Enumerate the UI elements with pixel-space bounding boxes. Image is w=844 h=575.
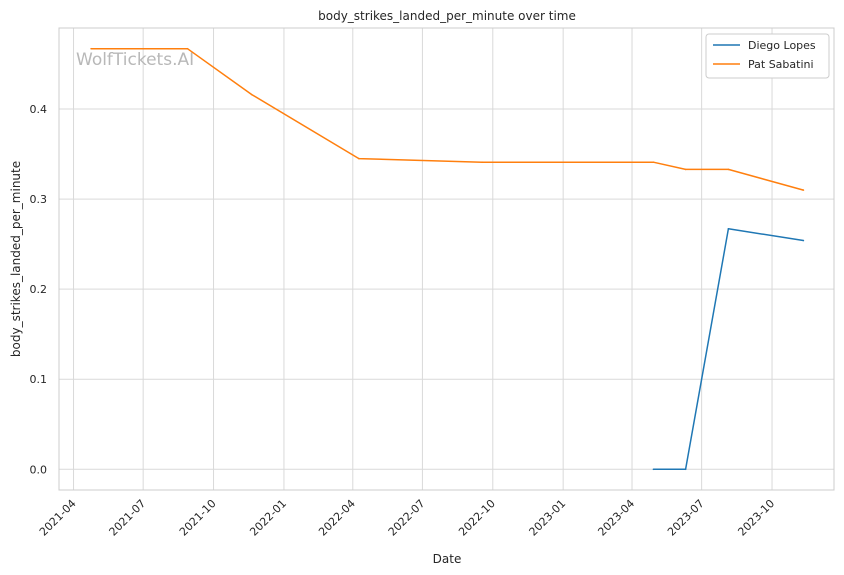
- data-point-pat-sabatini: [802, 189, 805, 191]
- y-tick-label: 0.3: [30, 193, 48, 206]
- x-tick-label: 2022-10: [456, 497, 498, 539]
- x-tick-label: 2022-07: [386, 497, 428, 539]
- data-point-pat-sabatini: [481, 161, 483, 163]
- legend-label-diego-lopes: Diego Lopes: [748, 39, 816, 52]
- data-point-pat-sabatini: [186, 47, 189, 50]
- data-point-pat-sabatini: [652, 161, 655, 163]
- legend: Diego Lopes Pat Sabatini: [705, 33, 830, 79]
- x-tick-label: 2023-01: [527, 497, 569, 539]
- y-axis-label: body_strikes_landed_per_minute: [9, 161, 23, 357]
- x-tick-label: 2023-10: [735, 497, 777, 539]
- x-tick-label: 2023-04: [595, 497, 637, 539]
- x-tick-label: 2022-01: [247, 497, 289, 539]
- data-point-pat-sabatini: [250, 93, 253, 96]
- x-tick-label: 2021-07: [107, 497, 149, 539]
- data-point-pat-sabatini: [90, 47, 92, 50]
- plot-area-border: [58, 27, 835, 491]
- watermark: WolfTickets.AI: [76, 50, 194, 70]
- series-line-diego-lopes: [653, 228, 804, 471]
- x-tick-label: 2021-10: [177, 497, 219, 539]
- series-line-pat-sabatini: [91, 47, 804, 191]
- data-point-diego-lopes: [652, 468, 655, 471]
- y-axis-ticks: 0.0 0.1 0.2 0.3 0.4: [30, 103, 48, 476]
- data-point-pat-sabatini: [727, 168, 730, 171]
- x-tick-label: 2023-07: [665, 497, 707, 539]
- data-point-diego-lopes: [727, 228, 730, 230]
- y-tick-label: 0.2: [30, 283, 48, 296]
- x-tick-label: 2021-04: [37, 497, 79, 539]
- data-point-pat-sabatini: [684, 168, 687, 171]
- chart-title: body_strikes_landed_per_minute over time: [318, 9, 576, 23]
- data-point-pat-sabatini: [358, 157, 360, 160]
- legend-label-pat-sabatini: Pat Sabatini: [748, 58, 814, 71]
- grid: [59, 28, 834, 490]
- data-point-diego-lopes: [684, 468, 687, 471]
- series-layer: [90, 47, 805, 471]
- data-point-diego-lopes: [802, 239, 805, 242]
- y-tick-label: 0.1: [30, 373, 48, 386]
- x-axis-ticks: 2021-04 2021-07 2021-10 2022-01 2022-04 2022-…: [37, 497, 777, 539]
- y-tick-label: 0.4: [30, 103, 48, 116]
- x-tick-label: 2022-04: [316, 497, 358, 539]
- y-tick-label: 0.0: [30, 463, 48, 476]
- x-axis-label: Date: [433, 552, 462, 566]
